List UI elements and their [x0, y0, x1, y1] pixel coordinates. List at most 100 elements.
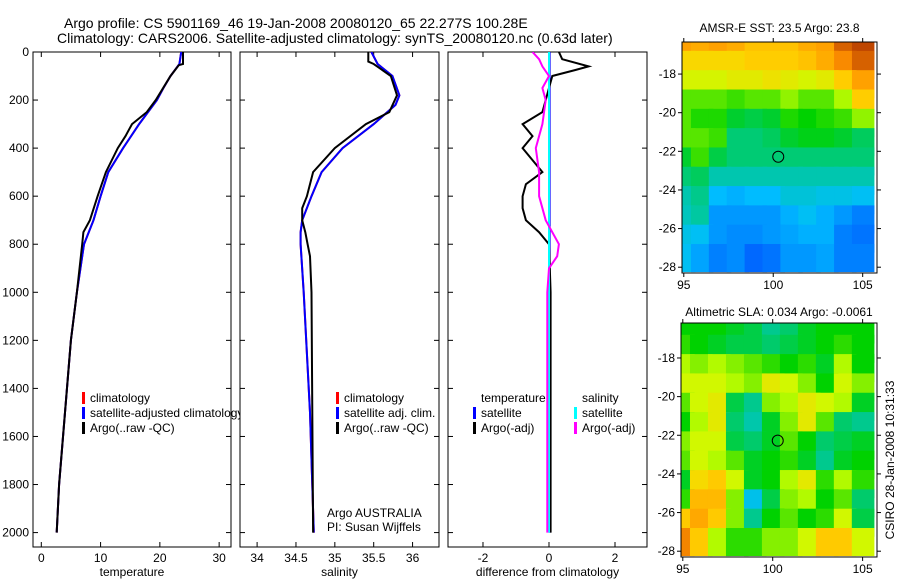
- heatmap-cell: [779, 528, 803, 557]
- legend-heading: temperature: [481, 391, 546, 405]
- y-tick-label: 200: [9, 93, 29, 107]
- legend-heading: salinity: [582, 391, 619, 405]
- heatmap-cell: [834, 244, 857, 273]
- panel-temperature: 0 10 20 30 0 200 400 600 800 1000 1200 1400 1600 1800…: [2, 45, 243, 579]
- x-tick-label: 35.5: [362, 551, 386, 565]
- x-tick-label: 34: [250, 551, 264, 565]
- y-tick-label: 1600: [2, 429, 29, 443]
- map-title: Altimetric SLA: 0.034 Argo: -0.0061: [685, 305, 873, 319]
- map-sst: AMSR-E SST: 23.5 Argo: 23.8 95 100 105 -18 -2…: [659, 21, 881, 292]
- y-tick-label: -24: [659, 183, 677, 197]
- x-tick-label: 35: [328, 551, 342, 565]
- figure-title-line2: Climatology: CARS2006. Satellite-adjuste…: [57, 30, 613, 46]
- y-tick-label: -26: [658, 506, 676, 520]
- heatmap-cell: [798, 244, 821, 273]
- y-tick-label: -22: [658, 428, 676, 442]
- y-tick-label: -20: [659, 106, 677, 120]
- series-line-satellite-adj-clim-: [299, 52, 401, 533]
- legend-label: climatology: [90, 391, 150, 405]
- heatmap-cell: [797, 528, 821, 557]
- legend-label: satellite: [582, 406, 623, 420]
- legend-label: Argo(-adj): [481, 421, 534, 435]
- y-tick-label: 1800: [2, 478, 29, 492]
- y-tick-label: -28: [659, 260, 677, 274]
- y-tick-label: -18: [659, 67, 677, 81]
- x-tick-label: 100: [763, 278, 783, 292]
- y-tick-label: 600: [9, 189, 29, 203]
- x-tick-label: 0: [546, 551, 553, 565]
- map-frame: [680, 322, 878, 558]
- x-tick-label: 105: [853, 278, 873, 292]
- x-tick-label: 0: [38, 551, 45, 565]
- x-tick-label: 2: [612, 551, 619, 565]
- legend-label: Argo(..raw -QC): [90, 421, 175, 435]
- x-tick-label: 34.5: [284, 551, 308, 565]
- series-line-salinity-argo-adj-: [531, 52, 560, 533]
- heatmap-cell: [780, 244, 803, 273]
- footer-stamp: CSIRO 28-Jan-2008 10:31:33: [883, 380, 897, 539]
- x-tick-label: 30: [212, 551, 226, 565]
- x-tick-label: 95: [676, 562, 690, 576]
- heatmap-cell: [816, 244, 839, 273]
- x-tick-label: 20: [153, 551, 167, 565]
- x-tick-label: 36: [406, 551, 420, 565]
- legend-swatch: [82, 407, 85, 419]
- argo-location-marker: [771, 434, 784, 447]
- legend-swatch: [473, 422, 476, 434]
- legend-swatch: [82, 422, 85, 434]
- y-tick-label: 1000: [2, 285, 29, 299]
- legend-label: satellite adj. clim.: [344, 406, 435, 420]
- heatmap-cell: [833, 528, 857, 557]
- heatmap-cell: [708, 244, 732, 273]
- panels: 0 10 20 30020040060080010001200140016001800…: [2, 21, 881, 579]
- y-tick-label: 400: [9, 141, 29, 155]
- legend-swatch: [336, 407, 339, 419]
- y-tick-label: 1400: [2, 381, 29, 395]
- heatmap-cell: [725, 528, 749, 557]
- y-tick-label: 0: [22, 45, 29, 59]
- legend-swatch: [336, 392, 339, 404]
- heatmap-cell: [851, 528, 875, 557]
- x-axis-label: temperature: [100, 565, 165, 579]
- legend-swatch: [336, 422, 339, 434]
- y-tick-label: -18: [658, 351, 676, 365]
- y-tick-label: -24: [658, 467, 676, 481]
- heatmap-cells: [681, 323, 875, 557]
- legend-swatch: [574, 407, 577, 419]
- map-sla: Altimetric SLA: 0.034 Argo: -0.0061 95 100…: [658, 305, 881, 576]
- plot-frame: [239, 51, 440, 548]
- heatmap-cell: [690, 244, 714, 273]
- legend-label: Argo(-adj): [582, 421, 635, 435]
- x-axis-label: difference from climatology: [476, 565, 619, 579]
- heatmap-cell: [743, 528, 767, 557]
- heatmap-cell: [689, 528, 713, 557]
- annotation-text: PI: Susan Wijffels: [327, 520, 421, 534]
- legend-label: satellite-adjusted climatology: [90, 406, 243, 420]
- annotation-text: Argo AUSTRALIA: [327, 506, 422, 520]
- heatmap-cell: [851, 244, 875, 273]
- legend-swatch: [473, 407, 476, 419]
- y-tick-label: 800: [9, 237, 29, 251]
- heatmap-cell: [707, 528, 731, 557]
- series-line-argo-raw-qc-: [55, 52, 184, 533]
- panel-salinity: 34 34.5 35 35.5 36 salinity climatologysatelli…: [239, 51, 440, 579]
- x-tick-label: 105: [853, 562, 873, 576]
- heatmap-cells: [682, 42, 875, 273]
- y-tick-label: -28: [658, 544, 676, 558]
- map-frame: [681, 41, 878, 274]
- series-line-argo-raw-qc-: [301, 52, 399, 533]
- heatmap-cell: [762, 244, 785, 273]
- y-tick-label: -20: [658, 390, 676, 404]
- y-tick-label: 2000: [2, 526, 29, 540]
- x-tick-label: 10: [94, 551, 108, 565]
- legend-swatch: [82, 392, 85, 404]
- legend-label: climatology: [344, 391, 404, 405]
- x-tick-label: 95: [677, 278, 691, 292]
- argo-location-marker: [772, 150, 785, 163]
- heatmap-cell: [726, 244, 750, 273]
- legend-swatch: [574, 422, 577, 434]
- legend-label: satellite: [481, 406, 522, 420]
- series-line-temperature-argo-adj-: [521, 52, 593, 533]
- figure-title-line1: Argo profile: CS 5901169_46 19-Jan-2008 …: [64, 15, 528, 31]
